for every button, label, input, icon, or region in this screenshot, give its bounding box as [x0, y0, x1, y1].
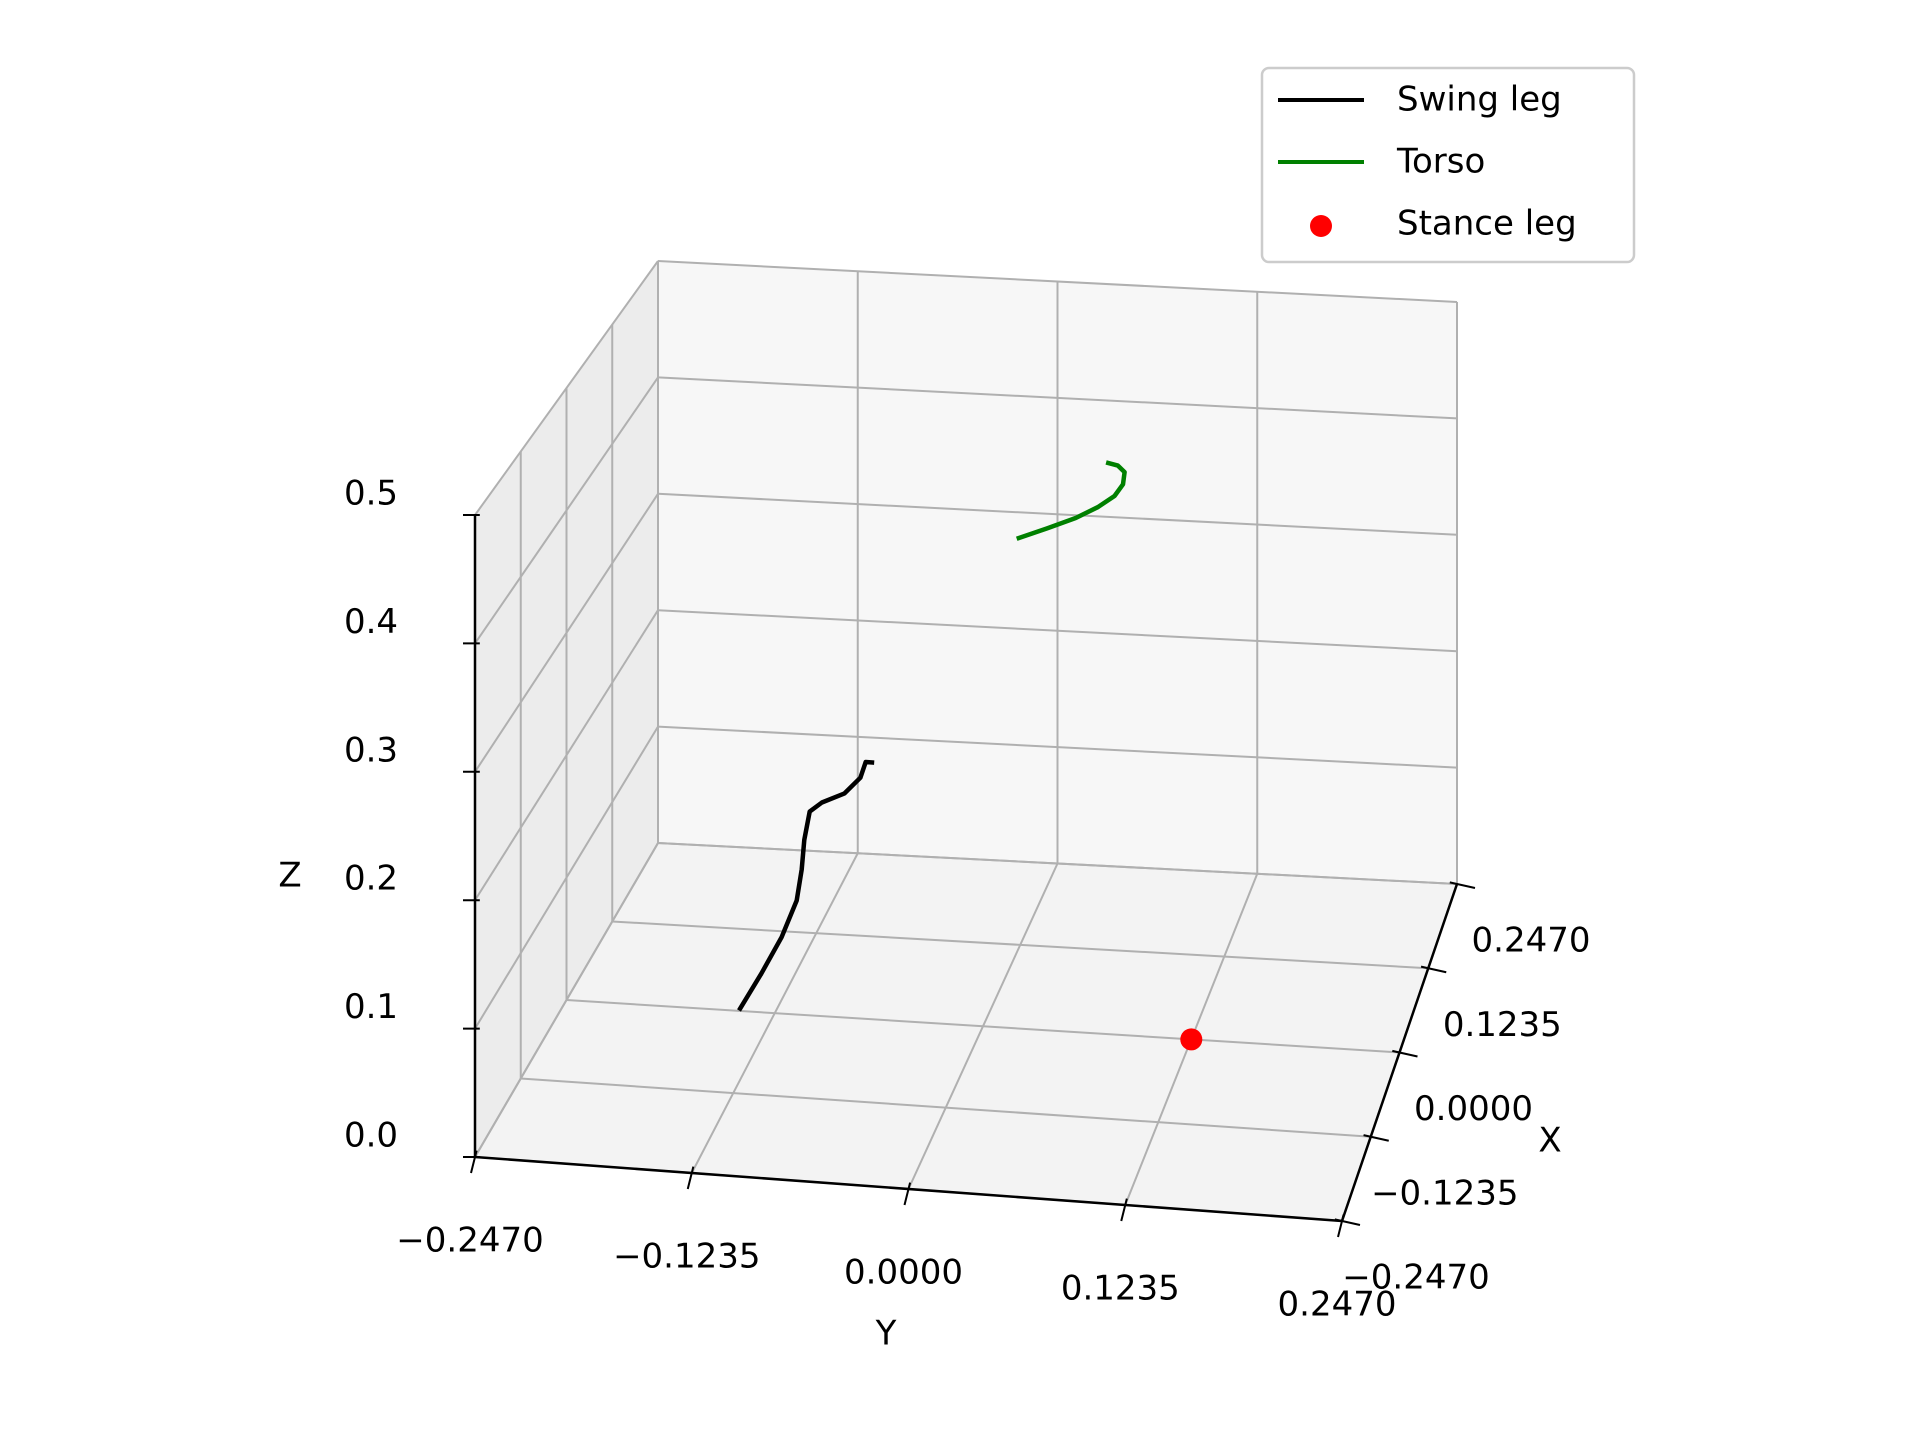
left-grid-line [474, 726, 659, 1030]
back-grid-line [657, 492, 1458, 536]
x-tick [1420, 965, 1447, 974]
x-tick [1334, 1218, 1361, 1226]
y-axis-label: Y [875, 1314, 897, 1354]
y-tick [686, 1166, 695, 1190]
y-tick-label: 0.1235 [1061, 1269, 1180, 1309]
y-tick [470, 1150, 478, 1174]
torso-line [1015, 460, 1127, 541]
back-grid-line [657, 725, 1458, 769]
left-grid-line [474, 260, 659, 516]
left-grid-line [474, 842, 659, 1158]
floor-grid-line [690, 852, 859, 1174]
z-tick-label: 0.2 [344, 859, 398, 899]
z-tick-label: 0.0 [344, 1116, 398, 1156]
stance-leg-point [1180, 1028, 1203, 1051]
legend-frame [1260, 66, 1636, 264]
z-tick-label: 0.5 [344, 474, 398, 514]
back-grid-line [657, 842, 1458, 885]
x-tick-label: −0.2470 [1342, 1258, 1489, 1298]
x-tick-label: 0.0000 [1414, 1089, 1533, 1129]
legend-swatch-stance-leg [1310, 215, 1332, 237]
left-grid-line [474, 609, 659, 901]
back-grid-line [657, 376, 1458, 420]
z-tick-label: 0.4 [344, 602, 398, 642]
y-tick [903, 1182, 912, 1206]
data-series [737, 460, 1203, 1051]
x-tick-label: 0.1235 [1443, 1005, 1562, 1045]
legend: Swing leg Torso Stance leg [1260, 66, 1636, 264]
tick-labels: −0.2470 −0.1235 0.0000 0.1235 0.2470−0.2470−… [344, 474, 1591, 1325]
swing-leg-line [737, 759, 875, 1012]
axes-panes [474, 259, 1458, 1222]
x-tick-label: −0.1235 [1371, 1173, 1518, 1213]
y-tick [1337, 1214, 1345, 1238]
legend-label-torso: Torso [1396, 142, 1485, 182]
left-grid-line [474, 376, 659, 644]
legend-label-stance-leg: Stance leg [1397, 204, 1577, 244]
y-tick-label: 0.2470 [1278, 1285, 1397, 1325]
z-tick-label: 0.3 [344, 730, 398, 770]
axis-ticks [463, 514, 1476, 1238]
back-grid-line [657, 260, 1458, 303]
y-tick [1120, 1198, 1128, 1222]
x-tick [1449, 881, 1476, 889]
x-tick [1363, 1134, 1389, 1142]
x-tick [1392, 1049, 1418, 1058]
z-tick-label: 0.1 [344, 987, 398, 1027]
legend-label-swing-leg: Swing leg [1397, 80, 1562, 120]
y-tick-label: −0.1235 [613, 1237, 760, 1277]
x-tick-label: 0.2470 [1472, 921, 1591, 961]
y-tick-label: 0.0000 [844, 1253, 963, 1293]
back-grid-line [657, 609, 1458, 653]
x-axis-label: X [1538, 1121, 1561, 1161]
floor-grid-line [907, 863, 1059, 1190]
left-grid-line [474, 493, 659, 773]
z-axis-label: Z [278, 856, 301, 896]
y-tick-label: −0.2470 [396, 1221, 543, 1261]
